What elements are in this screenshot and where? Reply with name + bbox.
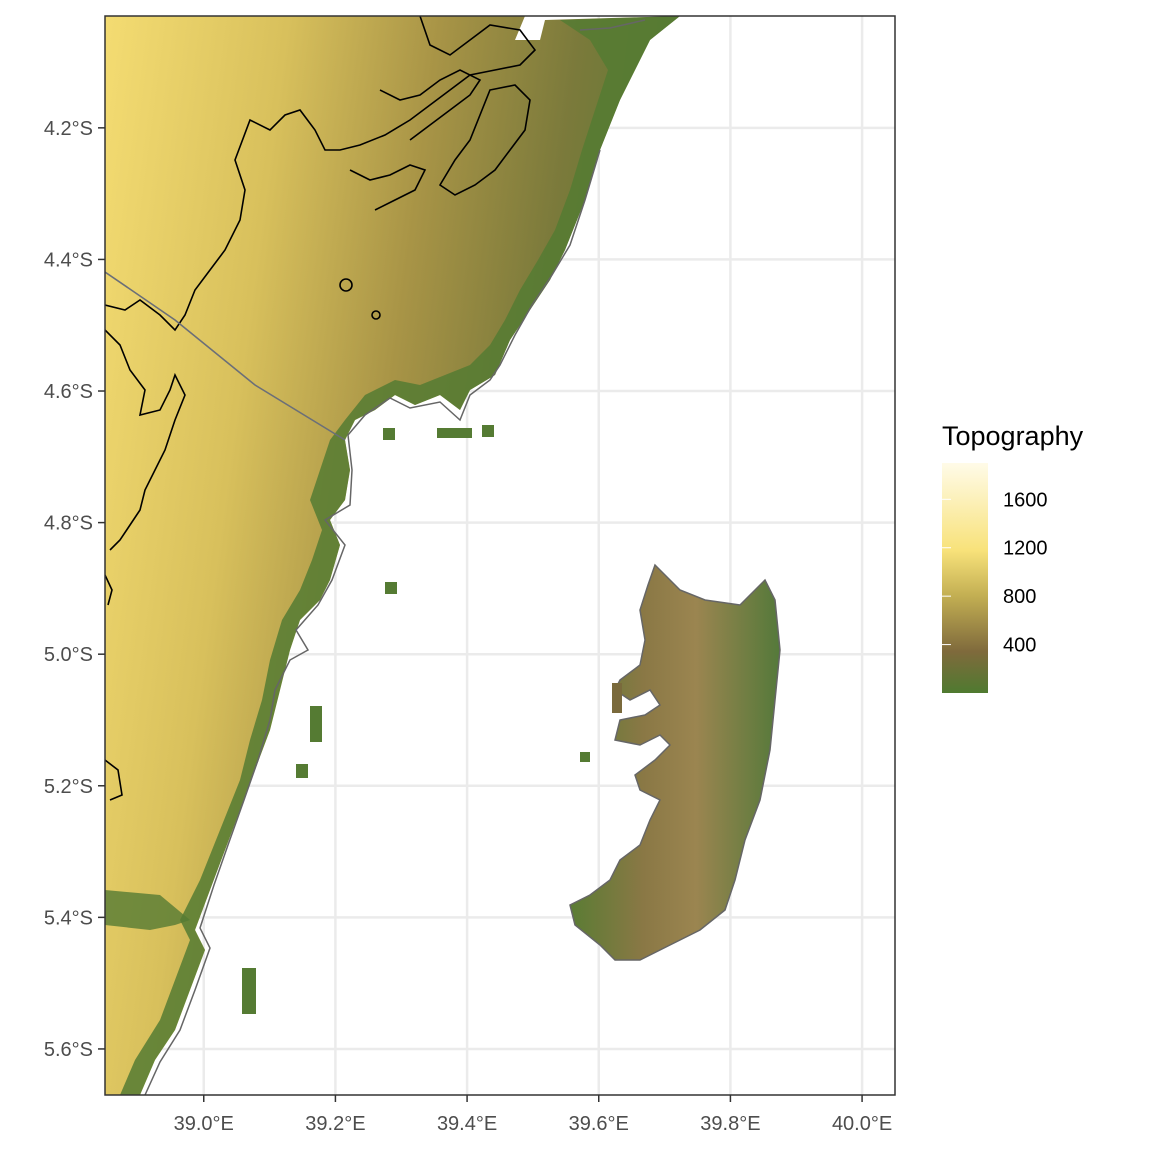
- islet: [612, 683, 622, 713]
- y-tick-label: 4.4°S: [44, 249, 93, 271]
- legend-title: Topography: [942, 421, 1084, 451]
- panel-border: [104, 15, 896, 1096]
- x-tick-label: 39.0°E: [174, 1113, 234, 1135]
- coastline: [144, 19, 646, 1095]
- y-tick-label: 5.2°S: [44, 776, 93, 798]
- x-tick-label: 40.0°E: [832, 1113, 892, 1135]
- legend-label: 800: [1003, 586, 1036, 608]
- border-line: [105, 271, 346, 441]
- y-tick-label: 5.6°S: [44, 1039, 93, 1061]
- islet: [242, 968, 256, 1014]
- islet: [296, 764, 308, 778]
- y-tick-label: 4.2°S: [44, 118, 93, 140]
- islet: [437, 428, 472, 438]
- axis-ticks: [98, 127, 863, 1102]
- y-tick-label: 5.0°S: [44, 644, 93, 666]
- x-axis-labels: 39.0°E 39.2°E 39.4°E 39.6°E 39.8°E 40.0°E: [174, 1113, 893, 1135]
- y-tick-label: 4.8°S: [44, 513, 93, 535]
- x-tick-label: 39.6°E: [569, 1113, 629, 1135]
- islet: [580, 752, 590, 762]
- coastal-lowland: [120, 16, 680, 1095]
- islet: [482, 425, 494, 437]
- y-tick-label: 4.6°S: [44, 381, 93, 403]
- legend-label: 1200: [1003, 538, 1048, 560]
- legend-colorbar: [942, 463, 988, 693]
- legend-label: 1600: [1003, 489, 1048, 511]
- islet: [385, 582, 397, 594]
- southern-lowland: [105, 890, 190, 930]
- legend: Topography 1600 1200 800 400: [942, 421, 1084, 693]
- x-tick-label: 39.8°E: [700, 1113, 760, 1135]
- elevation-contours: [105, 16, 537, 801]
- y-tick-label: 5.4°S: [44, 907, 93, 929]
- island-topography: [569, 563, 781, 961]
- y-axis-labels: 4.2°S 4.4°S 4.6°S 4.8°S 5.0°S 5.2°S 5.4°S 5.6°S: [44, 118, 93, 1061]
- x-tick-label: 39.4°E: [437, 1113, 497, 1135]
- islet: [383, 428, 395, 440]
- islet: [310, 706, 322, 742]
- legend-label: 400: [1003, 635, 1036, 657]
- x-tick-label: 39.2°E: [305, 1113, 365, 1135]
